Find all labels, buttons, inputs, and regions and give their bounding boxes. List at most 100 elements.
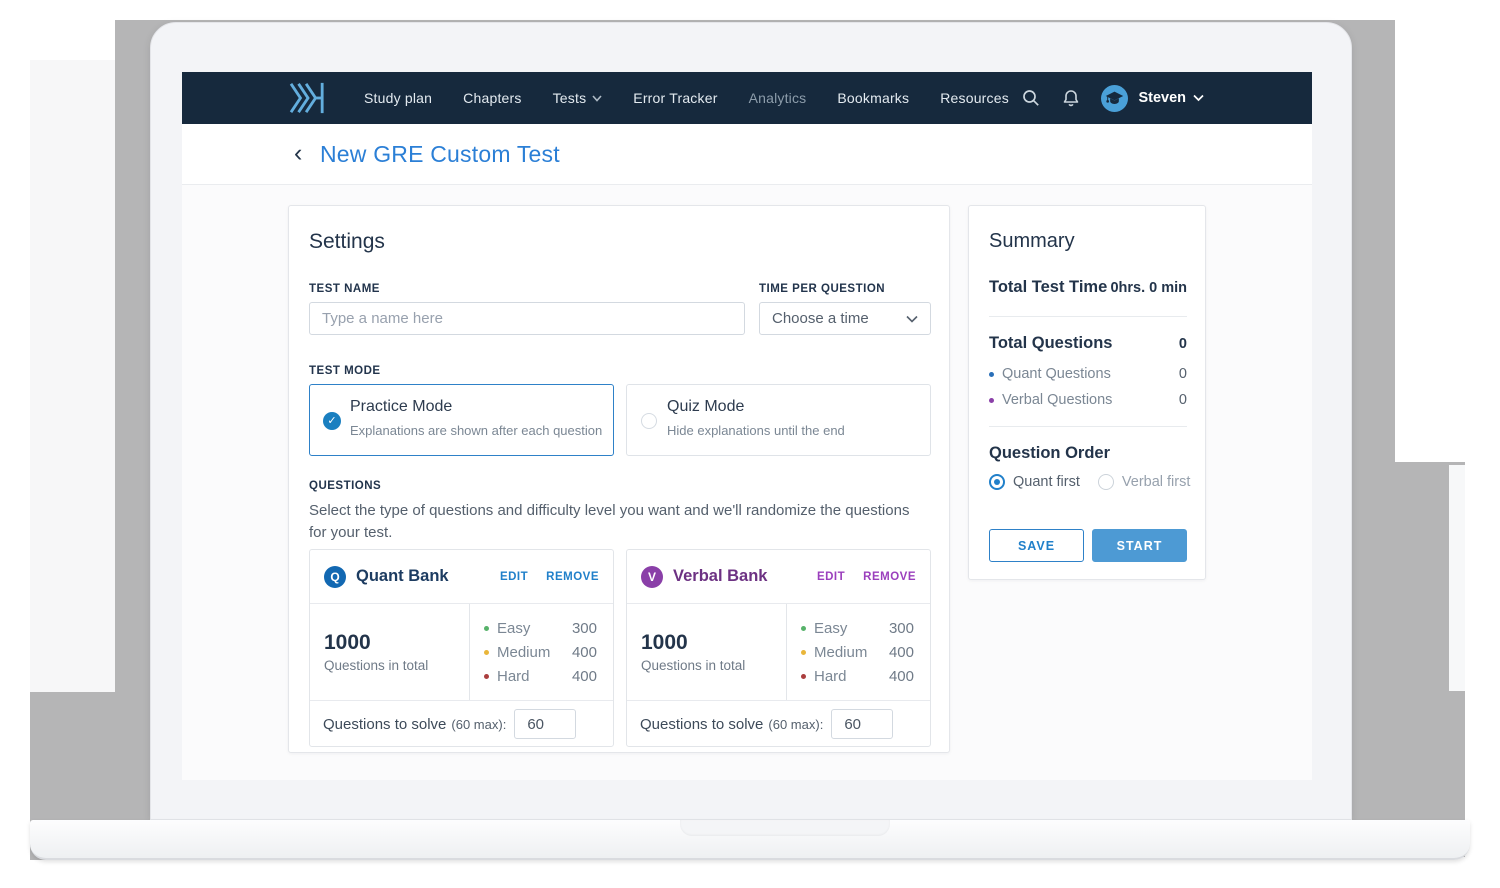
quant-bank-header: Q Quant Bank EDIT REMOVE xyxy=(310,550,613,604)
summary-buttons: SAVE START xyxy=(989,529,1187,562)
medium-dot-icon xyxy=(484,649,489,655)
total-test-time-label: Total Test Time xyxy=(989,278,1108,296)
quant-remove-button[interactable]: REMOVE xyxy=(546,570,599,583)
easy-label: Easy xyxy=(497,619,531,637)
quant-questions-label: Quant Questions xyxy=(1002,366,1111,382)
nav-item-analytics[interactable]: Analytics xyxy=(748,90,807,106)
quant-hard-row: Hard 400 xyxy=(484,668,597,685)
medium-dot-icon xyxy=(801,649,806,655)
select-chevron-icon xyxy=(906,315,918,323)
practice-mode-option[interactable]: ✓ Practice Mode Explanations are shown a… xyxy=(309,384,614,456)
divider xyxy=(989,426,1187,427)
question-order-options: Quant first Verbal first xyxy=(989,474,1190,490)
nav-item-tests[interactable]: Tests xyxy=(553,90,603,106)
quant-bullet-icon xyxy=(989,371,994,377)
user-avatar[interactable] xyxy=(1101,84,1129,112)
nav-item-study-plan[interactable]: Study plan xyxy=(364,90,433,106)
quant-total-label: Questions in total xyxy=(324,658,429,673)
question-order-heading: Question Order xyxy=(989,444,1111,462)
quant-bank-name: Quant Bank xyxy=(356,567,449,585)
verbal-bank-icon: V xyxy=(641,565,663,588)
verbal-solve-label: Questions to solve xyxy=(640,715,764,733)
top-navbar: Study plan Chapters Tests Error Tracker … xyxy=(182,72,1312,124)
total-questions-value: 0 xyxy=(1178,335,1187,352)
divider xyxy=(989,316,1187,317)
quant-first-label[interactable]: Quant first xyxy=(1013,474,1080,490)
time-per-question-select[interactable]: Choose a time xyxy=(759,302,931,335)
nav-item-bookmarks[interactable]: Bookmarks xyxy=(837,90,910,106)
search-icon[interactable] xyxy=(1022,89,1040,107)
save-button[interactable]: SAVE xyxy=(989,529,1084,562)
quant-total-count: 1000 xyxy=(324,631,371,654)
quant-edit-button[interactable]: EDIT xyxy=(499,570,529,583)
medium-count: 400 xyxy=(571,643,597,661)
start-button[interactable]: START xyxy=(1092,529,1187,562)
practice-mode-desc: Explanations are shown after each questi… xyxy=(350,423,603,438)
hard-dot-icon xyxy=(484,673,489,679)
total-questions-row: Total Questions 0 xyxy=(989,334,1187,353)
quant-bank-icon: Q xyxy=(324,565,346,588)
verbal-hard-row: Hard 400 xyxy=(801,668,914,685)
quant-first-radio[interactable] xyxy=(989,474,1005,490)
back-button[interactable]: ‹ xyxy=(294,139,303,167)
quant-questions-row: Quant Questions 0 xyxy=(989,366,1187,382)
verbal-first-radio[interactable] xyxy=(1097,474,1114,490)
quant-questions-value: 0 xyxy=(1178,366,1187,382)
quant-bank-footer: Questions to solve (60 max): xyxy=(310,701,613,747)
user-menu-chevron-icon[interactable] xyxy=(1193,94,1204,102)
user-name[interactable]: Steven xyxy=(1138,90,1186,106)
radio-unselected-icon xyxy=(641,413,657,429)
test-name-input[interactable] xyxy=(309,302,745,335)
graduation-cap-icon xyxy=(1106,91,1124,105)
verbal-questions-label: Verbal Questions xyxy=(1002,392,1113,408)
questions-label: QUESTIONS xyxy=(309,480,382,492)
nav-item-chapters[interactable]: Chapters xyxy=(463,90,522,106)
verbal-bank-card: V Verbal Bank EDIT REMOVE 1000 Questions… xyxy=(626,549,931,747)
easy-count: 300 xyxy=(888,619,914,637)
settings-card: Settings TEST NAME TIME PER QUESTION Cho… xyxy=(288,205,950,753)
quiz-mode-desc: Hide explanations until the end xyxy=(667,423,845,438)
summary-card: Summary Total Test Time 0hrs. 0 min Tota… xyxy=(968,205,1206,580)
nav-item-error-tracker[interactable]: Error Tracker xyxy=(633,90,718,106)
hard-dot-icon xyxy=(801,673,806,679)
quant-easy-row: Easy 300 xyxy=(484,620,597,637)
quant-solve-max: (60 max): xyxy=(451,716,507,732)
medium-label: Medium xyxy=(497,643,551,661)
verbal-total-count: 1000 xyxy=(641,631,688,654)
quant-solve-label: Questions to solve xyxy=(323,715,447,733)
medium-count: 400 xyxy=(888,643,914,661)
hard-label: Hard xyxy=(497,667,530,685)
verbal-edit-button[interactable]: EDIT xyxy=(816,570,846,583)
time-per-question-label: TIME PER QUESTION xyxy=(759,283,886,295)
quiz-mode-option[interactable]: Quiz Mode Hide explanations until the en… xyxy=(626,384,931,456)
settings-heading: Settings xyxy=(309,230,385,253)
check-circle-icon: ✓ xyxy=(323,412,341,430)
quant-solve-input[interactable] xyxy=(514,709,577,739)
page-title: New GRE Custom Test xyxy=(320,141,560,167)
verbal-remove-button[interactable]: REMOVE xyxy=(863,570,916,583)
chevron-down-icon xyxy=(592,94,602,102)
verbal-total-label: Questions in total xyxy=(641,658,746,673)
page-title-bar: ‹ New GRE Custom Test xyxy=(182,124,1312,185)
easy-dot-icon xyxy=(484,625,489,631)
easy-dot-icon xyxy=(801,625,806,631)
time-per-question-value: Choose a time xyxy=(772,310,869,327)
notifications-bell-icon[interactable] xyxy=(1062,89,1080,107)
verbal-bank-footer: Questions to solve (60 max): xyxy=(627,701,930,747)
verbal-bank-name: Verbal Bank xyxy=(673,567,768,585)
brand-logo-icon[interactable] xyxy=(288,81,328,115)
verbal-questions-row: Verbal Questions 0 xyxy=(989,392,1187,408)
quant-bank-body: 1000 Questions in total Easy 300 Medium … xyxy=(310,604,613,701)
app-window: Study plan Chapters Tests Error Tracker … xyxy=(182,72,1312,780)
verbal-questions-value: 0 xyxy=(1178,392,1187,408)
verbal-easy-row: Easy 300 xyxy=(801,620,914,637)
laptop-notch xyxy=(680,820,890,836)
test-name-label: TEST NAME xyxy=(309,283,380,295)
verbal-first-label[interactable]: Verbal first xyxy=(1121,474,1191,490)
hard-count: 400 xyxy=(571,667,597,685)
verbal-solve-input[interactable] xyxy=(831,709,894,739)
easy-count: 300 xyxy=(571,619,597,637)
verbal-bank-header: V Verbal Bank EDIT REMOVE xyxy=(627,550,930,604)
verbal-bullet-icon xyxy=(989,397,994,403)
nav-item-resources[interactable]: Resources xyxy=(940,90,1009,106)
